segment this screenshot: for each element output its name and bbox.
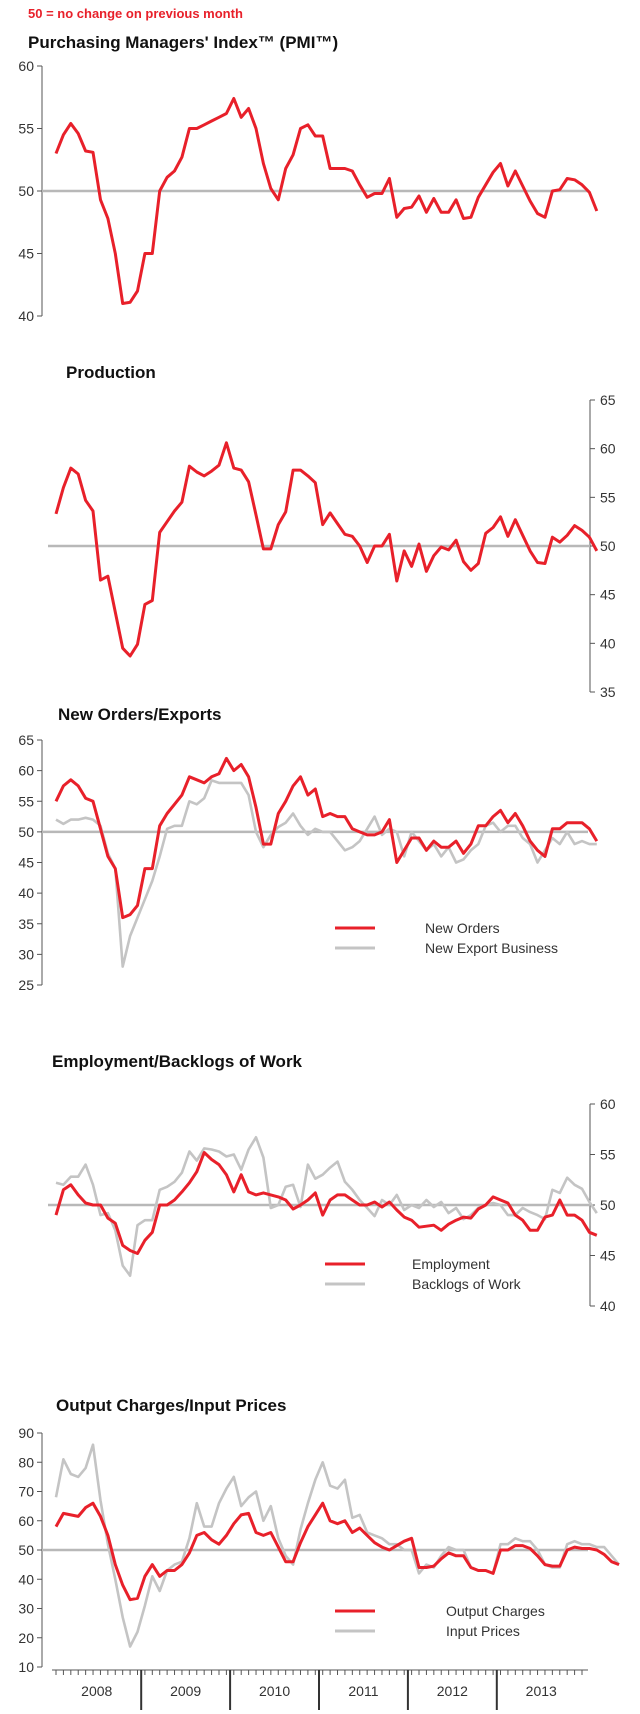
y-tick-label: 25	[18, 977, 34, 993]
series-line-new-orders	[54, 756, 599, 920]
series-line-employment	[54, 1151, 598, 1255]
legend-label: Input Prices	[446, 1623, 520, 1639]
y-tick-label: 90	[18, 1425, 34, 1441]
y-tick-label: 40	[18, 1571, 34, 1587]
y-tick-label: 50	[600, 1197, 616, 1213]
y-tick-label: 45	[18, 246, 34, 262]
x-tick-label: 2013	[526, 1683, 557, 1699]
legend-label: New Orders	[425, 920, 500, 936]
chart-2: Production 35 40 45 50 55 60 65	[48, 363, 616, 700]
series-line-output-charges	[54, 1501, 620, 1602]
y-tick-label: 10	[18, 1659, 34, 1675]
y-tick-label: 60	[18, 763, 34, 779]
y-tick-label: 60	[18, 1513, 34, 1529]
y-tick-label: 20	[18, 1630, 34, 1646]
reference-note: 50 = no change on previous month	[28, 6, 243, 21]
y-tick-label: 50	[18, 824, 34, 840]
series-line-backlogs-of-work	[55, 1136, 598, 1277]
y-tick-label: 45	[600, 587, 616, 603]
y-tick-label: 50	[18, 1542, 34, 1558]
x-tick-label: 2009	[170, 1683, 201, 1699]
chart-title: Production	[66, 363, 156, 382]
y-tick-label: 55	[600, 489, 616, 505]
y-tick-label: 45	[18, 855, 34, 871]
y-tick-label: 60	[18, 58, 34, 74]
y-tick-label: 60	[600, 1096, 616, 1112]
y-tick-label: 35	[18, 916, 34, 932]
chart-title: Purchasing Managers' Index™ (PMI™)	[28, 33, 338, 52]
y-tick-label: 35	[600, 684, 616, 700]
chart-title: New Orders/Exports	[58, 705, 221, 724]
y-tick-label: 70	[18, 1484, 34, 1500]
y-tick-label: 55	[18, 793, 34, 809]
y-tick-label: 50	[18, 183, 34, 199]
series-line-input-prices	[54, 1443, 620, 1648]
y-tick-label: 50	[600, 538, 616, 554]
y-tick-label: 60	[600, 441, 616, 457]
y-tick-label: 55	[18, 121, 34, 137]
y-tick-label: 40	[18, 308, 34, 324]
y-tick-label: 40	[600, 1298, 616, 1314]
x-tick-label: 2010	[259, 1683, 290, 1699]
series-line-main	[54, 97, 599, 305]
y-tick-label: 30	[18, 1601, 34, 1617]
chart-4: Employment/Backlogs of Work 40 45 50 55 60 Emp…	[48, 1052, 616, 1314]
x-tick-label: 2012	[437, 1683, 468, 1699]
series-line-new-export-business	[55, 779, 597, 968]
y-tick-label: 40	[600, 635, 616, 651]
legend-label: Backlogs of Work	[412, 1276, 522, 1292]
chart-1: Purchasing Managers' Index™ (PMI™) 40 45 50…	[18, 33, 599, 324]
legend-label: Employment	[412, 1256, 490, 1272]
y-tick-label: 65	[18, 732, 34, 748]
chart-5: Output Charges/Input Prices 10 20 30 40 50 60 7…	[18, 1396, 620, 1675]
y-tick-label: 55	[600, 1147, 616, 1163]
x-tick-label: 2011	[348, 1683, 378, 1699]
y-tick-label: 30	[18, 946, 34, 962]
y-tick-label: 65	[600, 392, 616, 408]
series-line-main	[54, 441, 599, 658]
y-tick-label: 80	[18, 1454, 34, 1470]
chart-3: New Orders/Exports 25 30 35 40 45 50 55 60 65 New …	[18, 705, 599, 993]
legend-label: New Export Business	[425, 940, 558, 956]
x-tick-label: 2008	[81, 1683, 112, 1699]
y-tick-label: 40	[18, 885, 34, 901]
x-axis: 2008 2009 2010 2011 2012 2013	[52, 1669, 588, 1710]
chart-title: Employment/Backlogs of Work	[52, 1052, 303, 1071]
chart-title: Output Charges/Input Prices	[56, 1396, 286, 1415]
y-tick-label: 45	[600, 1248, 616, 1264]
legend-label: Output Charges	[446, 1603, 545, 1619]
